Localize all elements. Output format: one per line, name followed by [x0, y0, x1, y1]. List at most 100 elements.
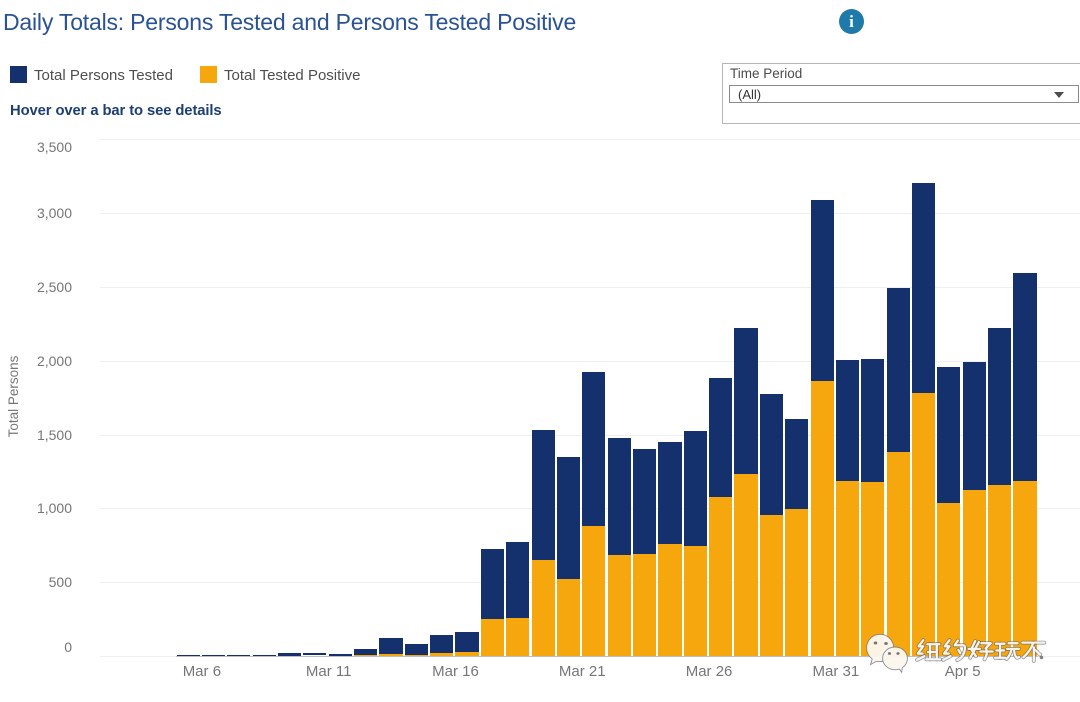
- bar-apr-4[interactable]: [937, 367, 961, 656]
- bar-mar-9[interactable]: [277, 653, 302, 656]
- bar-segment-positive[interactable]: [556, 578, 581, 656]
- bar-mar-12[interactable]: [354, 648, 378, 656]
- bar-apr-2[interactable]: [886, 288, 910, 656]
- bar-segment-tested[interactable]: [632, 448, 657, 555]
- bar-apr-1[interactable]: [861, 358, 885, 656]
- bar-mar-26[interactable]: [709, 377, 733, 656]
- bar-mar-22[interactable]: [607, 437, 631, 656]
- bar-segment-tested[interactable]: [404, 643, 428, 655]
- bar-segment-tested[interactable]: [176, 655, 200, 657]
- bar-mar-27[interactable]: [734, 327, 758, 656]
- bar-segment-tested[interactable]: [734, 327, 758, 475]
- bar-mar-17[interactable]: [480, 548, 504, 656]
- bar-segment-positive[interactable]: [988, 485, 1012, 656]
- bar-segment-tested[interactable]: [1013, 273, 1037, 481]
- bar-segment-tested[interactable]: [785, 419, 809, 509]
- bar-segment-tested[interactable]: [759, 394, 783, 515]
- bar-mar-5[interactable]: [176, 655, 200, 657]
- bar-mar-20[interactable]: [556, 456, 581, 656]
- bar-segment-tested[interactable]: [835, 360, 860, 481]
- bar-mar-25[interactable]: [683, 431, 707, 656]
- bar-segment-tested[interactable]: [201, 654, 226, 657]
- bar-mar-18[interactable]: [506, 542, 530, 656]
- bar-segment-positive[interactable]: [734, 474, 758, 656]
- bar-segment-tested[interactable]: [861, 358, 885, 483]
- bar-segment-positive[interactable]: [607, 555, 631, 656]
- bar-segment-tested[interactable]: [328, 653, 352, 656]
- bar-segment-tested[interactable]: [455, 631, 479, 653]
- bar-segment-tested[interactable]: [988, 328, 1012, 486]
- bar-segment-positive[interactable]: [886, 451, 910, 656]
- bar-segment-tested[interactable]: [810, 200, 834, 381]
- bar-segment-tested[interactable]: [607, 437, 631, 556]
- bar-mar-21[interactable]: [582, 372, 606, 656]
- bar-segment-positive[interactable]: [785, 508, 809, 656]
- bar-segment-tested[interactable]: [506, 542, 530, 618]
- bar-segment-positive[interactable]: [404, 654, 428, 656]
- bar-segment-tested[interactable]: [354, 648, 378, 655]
- bar-mar-15[interactable]: [430, 635, 454, 656]
- bar-segment-tested[interactable]: [937, 367, 961, 504]
- bar-segment-positive[interactable]: [937, 503, 961, 656]
- bar-segment-tested[interactable]: [252, 654, 276, 656]
- bar-segment-tested[interactable]: [379, 637, 403, 654]
- bar-apr-6[interactable]: [988, 328, 1012, 656]
- bar-apr-3[interactable]: [911, 182, 936, 656]
- bar-mar-8[interactable]: [252, 654, 276, 656]
- bar-segment-tested[interactable]: [277, 653, 302, 656]
- bar-segment-positive[interactable]: [354, 654, 378, 656]
- bar-segment-tested[interactable]: [709, 377, 733, 497]
- bar-mar-11[interactable]: [328, 653, 352, 656]
- bar-mar-24[interactable]: [658, 441, 682, 656]
- bar-segment-tested[interactable]: [658, 441, 682, 544]
- bar-segment-positive[interactable]: [709, 496, 733, 656]
- bar-segment-positive[interactable]: [911, 392, 936, 656]
- bar-mar-28[interactable]: [759, 394, 783, 656]
- bar-segment-positive[interactable]: [480, 619, 504, 656]
- bar-segment-positive[interactable]: [835, 480, 860, 656]
- bar-apr-5[interactable]: [962, 362, 986, 656]
- bar-apr-7[interactable]: [1013, 273, 1037, 656]
- bar-mar-13[interactable]: [379, 637, 403, 656]
- bar-segment-positive[interactable]: [379, 653, 403, 656]
- bar-segment-tested[interactable]: [683, 431, 707, 546]
- bar-segment-tested[interactable]: [556, 456, 581, 579]
- bar-segment-positive[interactable]: [430, 653, 454, 656]
- bar-mar-19[interactable]: [531, 429, 555, 656]
- bar-segment-positive[interactable]: [962, 490, 986, 656]
- bar-segment-positive[interactable]: [506, 617, 530, 656]
- bar-segment-tested[interactable]: [303, 652, 327, 656]
- bar-segment-positive[interactable]: [1013, 480, 1037, 656]
- bar-segment-positive[interactable]: [455, 652, 479, 656]
- bar-mar-29[interactable]: [785, 419, 809, 656]
- bar-mar-14[interactable]: [404, 643, 428, 656]
- bar-segment-tested[interactable]: [911, 182, 936, 393]
- bar-mar-10[interactable]: [303, 652, 327, 656]
- bar-segment-positive[interactable]: [810, 380, 834, 656]
- bar-segment-positive[interactable]: [582, 526, 606, 656]
- bar-segment-tested[interactable]: [582, 372, 606, 527]
- bar-mar-16[interactable]: [455, 631, 479, 656]
- bar-segment-tested[interactable]: [227, 654, 251, 656]
- info-icon[interactable]: i: [839, 9, 864, 34]
- bar-segment-tested[interactable]: [962, 362, 986, 491]
- bar-segment-tested[interactable]: [480, 548, 504, 620]
- bar-segment-positive[interactable]: [632, 554, 657, 656]
- bar-segment-tested[interactable]: [430, 635, 454, 654]
- bar-segment-positive[interactable]: [531, 559, 555, 656]
- bar-segment-positive[interactable]: [861, 482, 885, 656]
- bar-mar-6[interactable]: [201, 654, 226, 657]
- bar-mar-7[interactable]: [227, 654, 251, 656]
- bar-mar-30[interactable]: [810, 200, 834, 656]
- bar-mar-23[interactable]: [632, 448, 657, 656]
- bar-segment-positive[interactable]: [683, 545, 707, 656]
- bar-segment-tested[interactable]: [886, 288, 910, 452]
- time-period-dropdown[interactable]: (All): [729, 85, 1079, 103]
- bar-mar-31[interactable]: [835, 360, 860, 656]
- bar-segment-positive[interactable]: [759, 514, 783, 656]
- bar-segment-positive[interactable]: [658, 543, 682, 656]
- bar-segment-tested[interactable]: [531, 429, 555, 560]
- y-tick-label-3500: 3,500: [36, 139, 72, 156]
- gridline-2500: [100, 287, 1080, 288]
